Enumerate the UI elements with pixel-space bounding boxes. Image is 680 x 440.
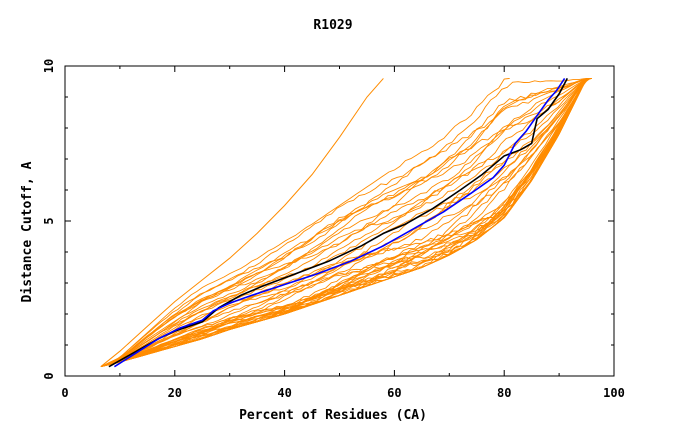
axis-tick-labels: 0 20 40 60 80 100 0 5 10: [42, 59, 625, 400]
blue-model-curve: [113, 77, 566, 368]
chart-title: R1029: [313, 18, 352, 33]
model-curve: [103, 77, 510, 366]
model-curve: [100, 78, 590, 368]
black-model-curve: [108, 78, 569, 368]
model-curve: [107, 77, 592, 365]
model-curve: [110, 78, 589, 364]
x-tick-label: 40: [277, 386, 291, 400]
model-curve: [108, 77, 592, 364]
model-curve: [108, 77, 592, 365]
x-tick-label: 100: [603, 386, 625, 400]
model-curve: [103, 77, 592, 366]
axis-ticks: [64, 65, 615, 377]
model-curve: [109, 78, 588, 365]
y-tick-label: 5: [42, 217, 56, 224]
model-curve: [106, 77, 590, 365]
model-curve: [106, 78, 590, 366]
model-curve: [109, 78, 588, 365]
model-curve: [108, 77, 592, 365]
y-tick-label: 10: [42, 59, 56, 73]
model-curves: [100, 77, 592, 368]
highlight-curves: [108, 77, 569, 368]
model-curve: [102, 77, 592, 367]
y-tick-label: 0: [42, 372, 56, 379]
x-axis-label: Percent of Residues (CA): [239, 408, 427, 423]
model-curve: [108, 77, 592, 366]
model-curve: [108, 78, 587, 365]
x-tick-label: 0: [61, 386, 68, 400]
x-tick-label: 80: [497, 386, 511, 400]
y-axis-label: Distance Cutoff, A: [20, 161, 35, 302]
model-curve: [102, 77, 592, 367]
model-curve: [106, 78, 591, 366]
x-tick-label: 60: [387, 386, 401, 400]
x-tick-label: 20: [168, 386, 182, 400]
outlier-model-curve: [100, 78, 384, 368]
